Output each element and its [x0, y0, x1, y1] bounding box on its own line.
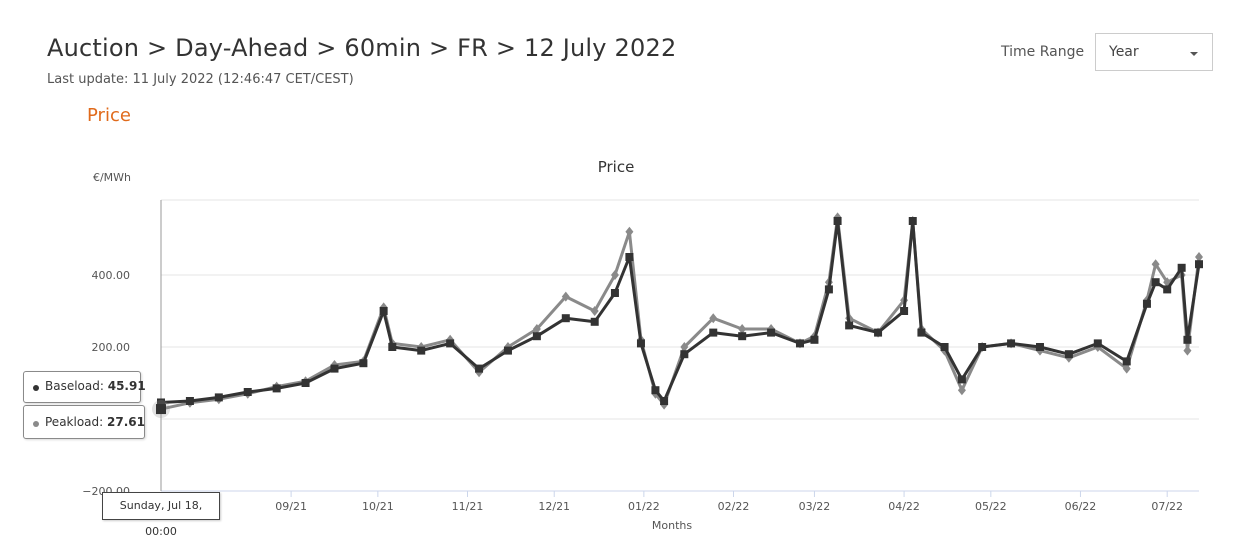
point-baseload — [388, 343, 397, 351]
point-baseload — [957, 375, 966, 384]
point-baseload — [824, 285, 833, 294]
point-baseload — [185, 397, 194, 405]
x-tick-label: 02/22 — [718, 500, 750, 513]
point-baseload — [503, 346, 512, 355]
point-peakload — [680, 342, 689, 352]
point-baseload — [709, 328, 718, 337]
point-baseload — [900, 307, 909, 315]
point-baseload — [680, 350, 689, 359]
point-baseload — [833, 217, 842, 225]
point-peakload — [1151, 259, 1160, 270]
point-peakload — [590, 306, 599, 316]
tooltip-baseload-value: 45.91 — [107, 379, 146, 393]
chart-title: Price — [597, 158, 635, 176]
point-baseload — [1151, 278, 1160, 287]
section-title: Price — [87, 105, 131, 126]
tooltip-peakload-value: 27.61 — [107, 415, 145, 429]
x-axis-label: Months — [652, 519, 692, 532]
point-baseload — [845, 321, 854, 330]
point-baseload — [1183, 335, 1192, 344]
x-tick-label: 05/22 — [975, 500, 1007, 513]
point-baseload — [917, 328, 926, 337]
point-baseload — [243, 388, 252, 396]
point-baseload — [738, 332, 747, 341]
point-baseload — [330, 364, 339, 373]
point-baseload — [1163, 285, 1172, 294]
x-tick-label: 04/22 — [888, 500, 920, 513]
time-range-value: Year — [1109, 44, 1139, 60]
point-peakload — [610, 270, 619, 280]
x-tick-label: 11/21 — [452, 500, 484, 513]
point-baseload — [532, 332, 541, 341]
baseload-dot-icon — [33, 385, 39, 391]
point-baseload — [272, 384, 281, 393]
point-baseload — [359, 359, 368, 368]
point-peakload — [561, 291, 570, 302]
y-axis-label: €/MWh — [93, 171, 131, 184]
point-baseload — [561, 314, 570, 323]
point-peakload — [1195, 252, 1203, 262]
series-line-peakload — [160, 215, 1201, 411]
point-peakload — [625, 226, 634, 237]
point-baseload — [1064, 350, 1073, 359]
peakload-dot-icon — [33, 421, 39, 427]
y-tick-label: 400.00 — [92, 269, 131, 282]
x-tick-label: 03/22 — [799, 500, 831, 513]
point-baseload — [767, 328, 776, 337]
point-peakload — [1122, 363, 1131, 374]
point-baseload — [1177, 263, 1186, 272]
tooltip-peakload: Peakload: 27.61 — [23, 405, 145, 439]
point-baseload — [651, 386, 660, 395]
point-baseload — [1093, 339, 1102, 348]
page-title: Auction > Day-Ahead > 60min > FR > 12 Ju… — [47, 34, 677, 62]
point-peakload — [738, 324, 747, 334]
point-peakload — [532, 324, 541, 334]
point-baseload — [874, 328, 883, 337]
point-baseload — [417, 346, 426, 355]
point-baseload — [1195, 260, 1203, 269]
point-baseload — [636, 339, 645, 348]
x-tick-label: 07/22 — [1151, 500, 1183, 513]
y-tick-label: 200.00 — [92, 341, 131, 354]
point-baseload — [1142, 299, 1151, 308]
x-tick-label: 12/21 — [538, 500, 570, 513]
point-baseload — [660, 397, 669, 405]
x-tick-label: 06/22 — [1065, 500, 1097, 513]
point-baseload — [908, 217, 917, 225]
point-peakload — [1183, 345, 1192, 356]
last-update-text: Last update: 11 July 2022 (12:46:47 CET/… — [47, 72, 354, 87]
point-peakload — [957, 385, 966, 396]
point-baseload — [379, 307, 388, 315]
point-peakload — [709, 313, 718, 324]
tooltip-baseload: Baseload: 45.91 — [23, 371, 146, 403]
chevron-down-icon — [1190, 52, 1198, 56]
tooltip-peakload-label: Peakload — [45, 415, 100, 429]
x-tick-label: 09/21 — [275, 500, 307, 513]
time-range-select[interactable]: Year — [1095, 33, 1213, 71]
point-baseload — [475, 364, 484, 373]
time-range-label: Time Range — [1001, 44, 1085, 60]
point-baseload — [940, 343, 949, 351]
point-baseload — [214, 393, 223, 402]
point-baseload — [810, 335, 819, 344]
point-baseload — [610, 289, 619, 297]
point-baseload — [590, 317, 599, 326]
point-baseload — [1122, 357, 1131, 366]
tooltip-date: Sunday, Jul 18, 00:00 — [102, 492, 220, 538]
x-tick-label: 01/22 — [628, 500, 660, 513]
point-baseload — [1007, 339, 1016, 348]
tooltip-baseload-label: Baseload — [45, 379, 100, 393]
point-baseload — [446, 339, 455, 348]
point-baseload — [157, 398, 165, 407]
hover-point — [156, 404, 166, 415]
x-tick-label: 10/21 — [362, 500, 394, 513]
point-baseload — [625, 253, 634, 261]
point-baseload — [795, 339, 804, 348]
point-baseload — [301, 379, 310, 387]
point-baseload — [978, 343, 987, 351]
point-baseload — [1035, 343, 1044, 351]
